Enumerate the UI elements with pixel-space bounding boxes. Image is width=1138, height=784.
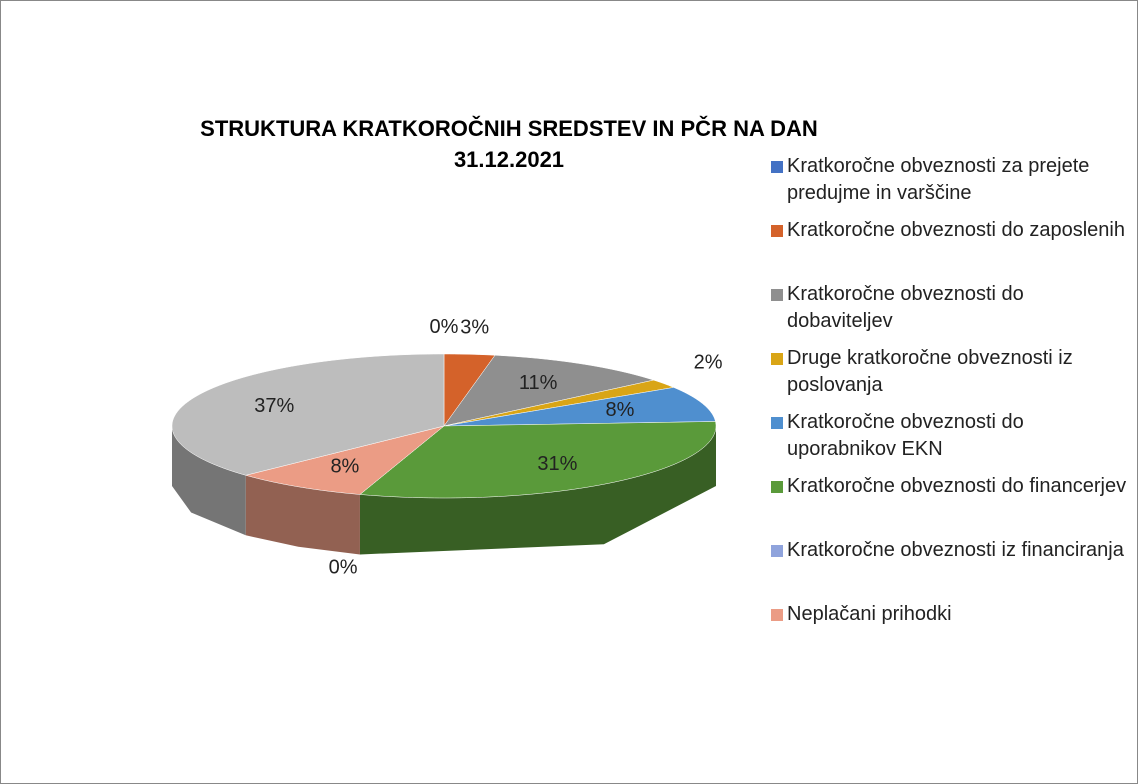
legend-swatch (771, 225, 783, 237)
legend-entry: Kratkoročne obveznosti za prejete preduj… (771, 153, 1131, 217)
legend-label: Kratkoročne obveznosti za prejete preduj… (787, 155, 1090, 204)
data-label: 11% (519, 372, 558, 394)
slice (443, 379, 675, 427)
legend-entry: Neplačani prihodki (771, 601, 1131, 665)
data-label: 2% (694, 351, 723, 373)
legend-entry: Druge kratkoročne obveznosti iz poslovan… (771, 345, 1131, 409)
legend-swatch (771, 545, 783, 557)
slice-side (245, 475, 360, 555)
legend-swatch (771, 161, 783, 173)
legend-label: Kratkoročne obveznosti do uporabnikov EK… (787, 411, 1024, 460)
legend-label: Kratkoročne obveznosti iz financiranja (787, 539, 1124, 561)
slice-side (172, 426, 246, 536)
legend-entry: Kratkoročne obveznosti iz financiranja (771, 537, 1131, 601)
slice (443, 387, 716, 427)
data-label: 3% (460, 316, 489, 338)
legend-label: Kratkoročne obveznosti do zaposlenih (787, 219, 1125, 241)
legend-label: Kratkoročne obveznosti do dobaviteljev (787, 283, 1024, 332)
chart-title: STRUKTURA KRATKOROČNIH SREDSTEV IN PČR N… (200, 116, 818, 172)
slice (171, 353, 445, 476)
legend-swatch (771, 417, 783, 429)
slice (359, 421, 717, 499)
data-label: 0% (430, 316, 459, 338)
legend-swatch (771, 481, 783, 493)
legend-label: Kratkoročne obveznosti do financerjev (787, 475, 1127, 497)
legend-entry: Kratkoročne obveznosti do zaposlenih (771, 217, 1131, 281)
legend-swatch (771, 609, 783, 621)
slice (443, 355, 655, 427)
legend-entry: Kratkoročne obveznosti do dobaviteljev (771, 281, 1131, 345)
slice (244, 425, 445, 495)
slice-side (359, 426, 716, 555)
data-label: 37% (254, 395, 294, 417)
legend-swatch (771, 353, 783, 365)
legend-entry: Kratkoročne obveznosti do financerjev (771, 473, 1131, 537)
data-label: 8% (330, 456, 359, 478)
legend-entry: Kratkoročne obveznosti do uporabnikov EK… (771, 409, 1131, 473)
legend-label: Druge kratkoročne obveznosti iz poslovan… (787, 347, 1073, 396)
legend-label: Neplačani prihodki (787, 603, 952, 625)
data-label: 31% (537, 453, 577, 475)
data-label: 8% (605, 399, 634, 421)
legend-swatch (771, 289, 783, 301)
data-label: 0% (329, 556, 358, 578)
legend: Kratkoročne obveznosti za prejete preduj… (771, 153, 1131, 665)
